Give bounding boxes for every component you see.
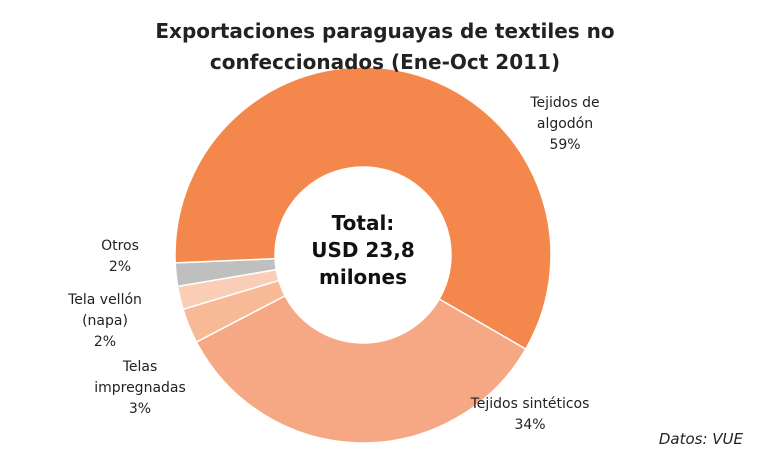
slice-label: Telas impregnadas 3%: [85, 357, 195, 420]
donut-slice: [174, 66, 552, 351]
center-line: milones: [319, 265, 407, 289]
center-line: Total:: [331, 211, 395, 235]
category-name: Tela vellón (napa): [68, 292, 142, 329]
category-name: Tejidos de algodón: [530, 95, 600, 132]
center-text: Total: USD 23,8 milones: [283, 210, 443, 291]
donut-slice: [195, 294, 527, 444]
slice-label: Tejidos sintéticos 34%: [470, 394, 590, 436]
value-label: 59%: [549, 137, 581, 153]
category-name: Tejidos sintéticos: [470, 396, 590, 412]
center-line: USD 23,8: [311, 238, 415, 262]
value-label: 34%: [514, 417, 546, 433]
slice-label: Tejidos de algodón 59%: [510, 93, 620, 156]
value-label: 3%: [128, 401, 152, 417]
source: Datos: VUE: [658, 430, 743, 448]
slice-label: Otros 2%: [80, 236, 160, 278]
category-name: Otros: [101, 238, 139, 254]
value-label: 2%: [108, 259, 132, 275]
value-label: 2%: [93, 334, 117, 350]
category-name: Telas impregnadas: [94, 359, 186, 396]
chart-title: Exportaciones paraguayas de textiles no …: [155, 19, 615, 74]
slice-label: Tela vellón (napa) 2%: [55, 290, 155, 353]
